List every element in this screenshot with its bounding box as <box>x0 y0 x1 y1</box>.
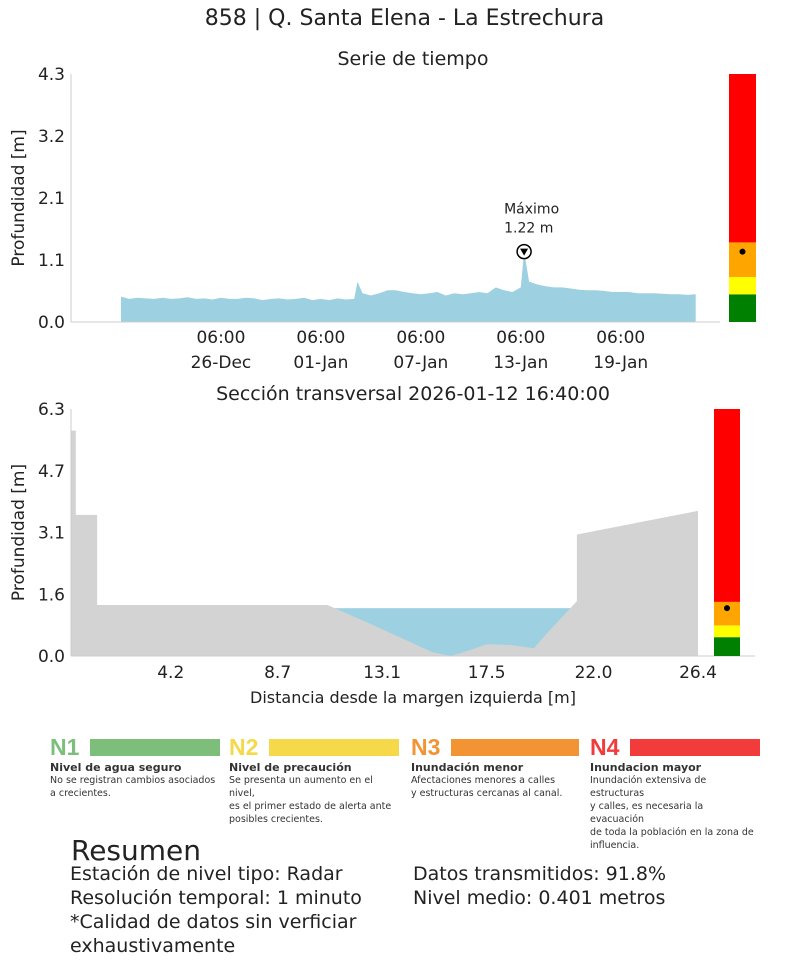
legend-item-n4: N4 Inundacion mayor Inundación extensiva… <box>590 734 760 852</box>
ts-x-tick-date: 13-Jan <box>493 353 548 373</box>
main-title: 858 | Q. Santa Elena - La Estrechura <box>204 6 605 31</box>
summary-quality-note-cont: exhaustivamente <box>70 935 236 957</box>
ts-alert-level-2 <box>729 277 756 295</box>
xs-x-tick-label: 22.0 <box>575 663 613 683</box>
legend-title-n1: Nivel de agua seguro <box>50 761 182 774</box>
ts-x-tick-date: 07-Jan <box>393 353 448 373</box>
legend-code-n2: N2 <box>229 733 259 760</box>
xs-y-tick-label: 1.6 <box>38 585 65 605</box>
legend-title-n3: Inundación menor <box>411 761 524 774</box>
time-series-chart: Serie de tiempo 0.0 1.1 2.1 3.2 4.3 06:00 26-De… <box>9 48 756 373</box>
ts-title: Serie de tiempo <box>338 48 489 70</box>
ts-y-tick-label: 3.2 <box>38 127 65 147</box>
ts-x-tick-date: 01-Jan <box>293 353 348 373</box>
ts-x-tick-date: 19-Jan <box>593 353 648 373</box>
ts-x-tick-time: 06:00 <box>396 328 445 348</box>
ts-y-label: Profundidad [m] <box>9 129 29 266</box>
legend-item-n3: N3 Inundación menor Afectaciones menores… <box>411 734 579 800</box>
max-annotation-label: Máximo <box>504 202 559 218</box>
legend-code-n4: N4 <box>590 733 620 760</box>
legend-desc-n2: Se presenta un aumento en el nivel, es e… <box>229 775 392 825</box>
legend-item-n2: N2 Nivel de precaución Se presenta un au… <box>229 734 399 826</box>
ts-x-tick-date: 26-Dec <box>191 353 252 373</box>
ts-y-tick-label: 4.3 <box>38 65 65 85</box>
legend-bar-n1 <box>90 738 220 756</box>
xs-x-tick-label: 17.5 <box>468 663 506 683</box>
legend-bar-n3 <box>451 738 579 756</box>
legend-code-n1: N1 <box>50 733 80 760</box>
xs-y-tick-label: 0.0 <box>38 647 65 667</box>
max-annotation-value: 1.22 m <box>504 221 553 237</box>
legend-bar-n2 <box>269 738 399 756</box>
ts-alert-level-4 <box>729 74 756 243</box>
summary-title: Resumen <box>71 834 202 867</box>
xs-y-label: Profundidad [m] <box>9 464 29 601</box>
xs-x-label: Distancia desde la margen izquierda [m] <box>250 688 576 707</box>
summary-resolution: Resolución temporal: 1 minuto <box>70 887 362 909</box>
cross-section-chart: Sección transversal 2026-01-12 16:40:00 0… <box>9 383 755 707</box>
ts-x-tick-time: 06:00 <box>296 328 345 348</box>
ts-alert-level-3 <box>729 242 756 278</box>
ts-y-tick-label: 1.1 <box>38 251 65 271</box>
xs-x-tick-label: 13.1 <box>363 663 401 683</box>
xs-y-tick-label: 4.7 <box>38 462 65 482</box>
legend-title-n2: Nivel de precaución <box>229 761 352 774</box>
xs-x-tick-label: 26.4 <box>679 663 717 683</box>
ts-y-tick-label: 0.0 <box>38 313 65 333</box>
xs-alert-level-3 <box>714 601 740 626</box>
xs-alert-level-4 <box>714 409 740 602</box>
summary-quality-note: *Calidad de datos sin verficiar <box>70 911 357 933</box>
max-arrow-icon <box>520 248 529 256</box>
summary-mean-level: Nivel medio: 0.401 metros <box>413 887 666 909</box>
legend-code-n3: N3 <box>411 733 441 760</box>
xs-x-tick-label: 8.7 <box>264 663 291 683</box>
xs-alert-level-2 <box>714 625 740 638</box>
legend-desc-n4: Inundación extensiva de estructuras y ca… <box>590 775 754 851</box>
legend-desc-n3: Afectaciones menores a calles y estructu… <box>411 775 563 799</box>
xs-title: Sección transversal 2026-01-12 16:40:00 <box>216 383 610 405</box>
legend-title-n4: Inundacion mayor <box>590 761 702 774</box>
xs-alert-level-1 <box>714 637 740 656</box>
ts-x-tick-time: 06:00 <box>596 328 645 348</box>
summary-data-transmitted: Datos transmitidos: 91.8% <box>413 863 667 885</box>
summary-station-type: Estación de nivel tipo: Radar <box>70 863 343 885</box>
ts-x-tick-time: 06:00 <box>496 328 545 348</box>
legend-bar-n4 <box>630 738 760 756</box>
ts-x-tick-time: 06:00 <box>196 328 245 348</box>
ts-depth-area <box>121 251 696 322</box>
xs-x-tick-label: 4.2 <box>157 663 184 683</box>
ts-alert-level-1 <box>729 294 756 322</box>
xs-current-level-dot <box>724 605 730 612</box>
xs-y-tick-label: 3.1 <box>38 524 65 544</box>
legend-item-n1: N1 Nivel de agua seguro No se registran … <box>50 734 220 800</box>
legend-desc-n1: No se registran cambios asociados a crec… <box>50 775 216 799</box>
ts-y-tick-label: 2.1 <box>38 189 65 209</box>
xs-y-tick-label: 6.3 <box>38 400 65 420</box>
ts-current-level-dot <box>739 248 746 255</box>
xs-terrain-area <box>71 430 698 656</box>
